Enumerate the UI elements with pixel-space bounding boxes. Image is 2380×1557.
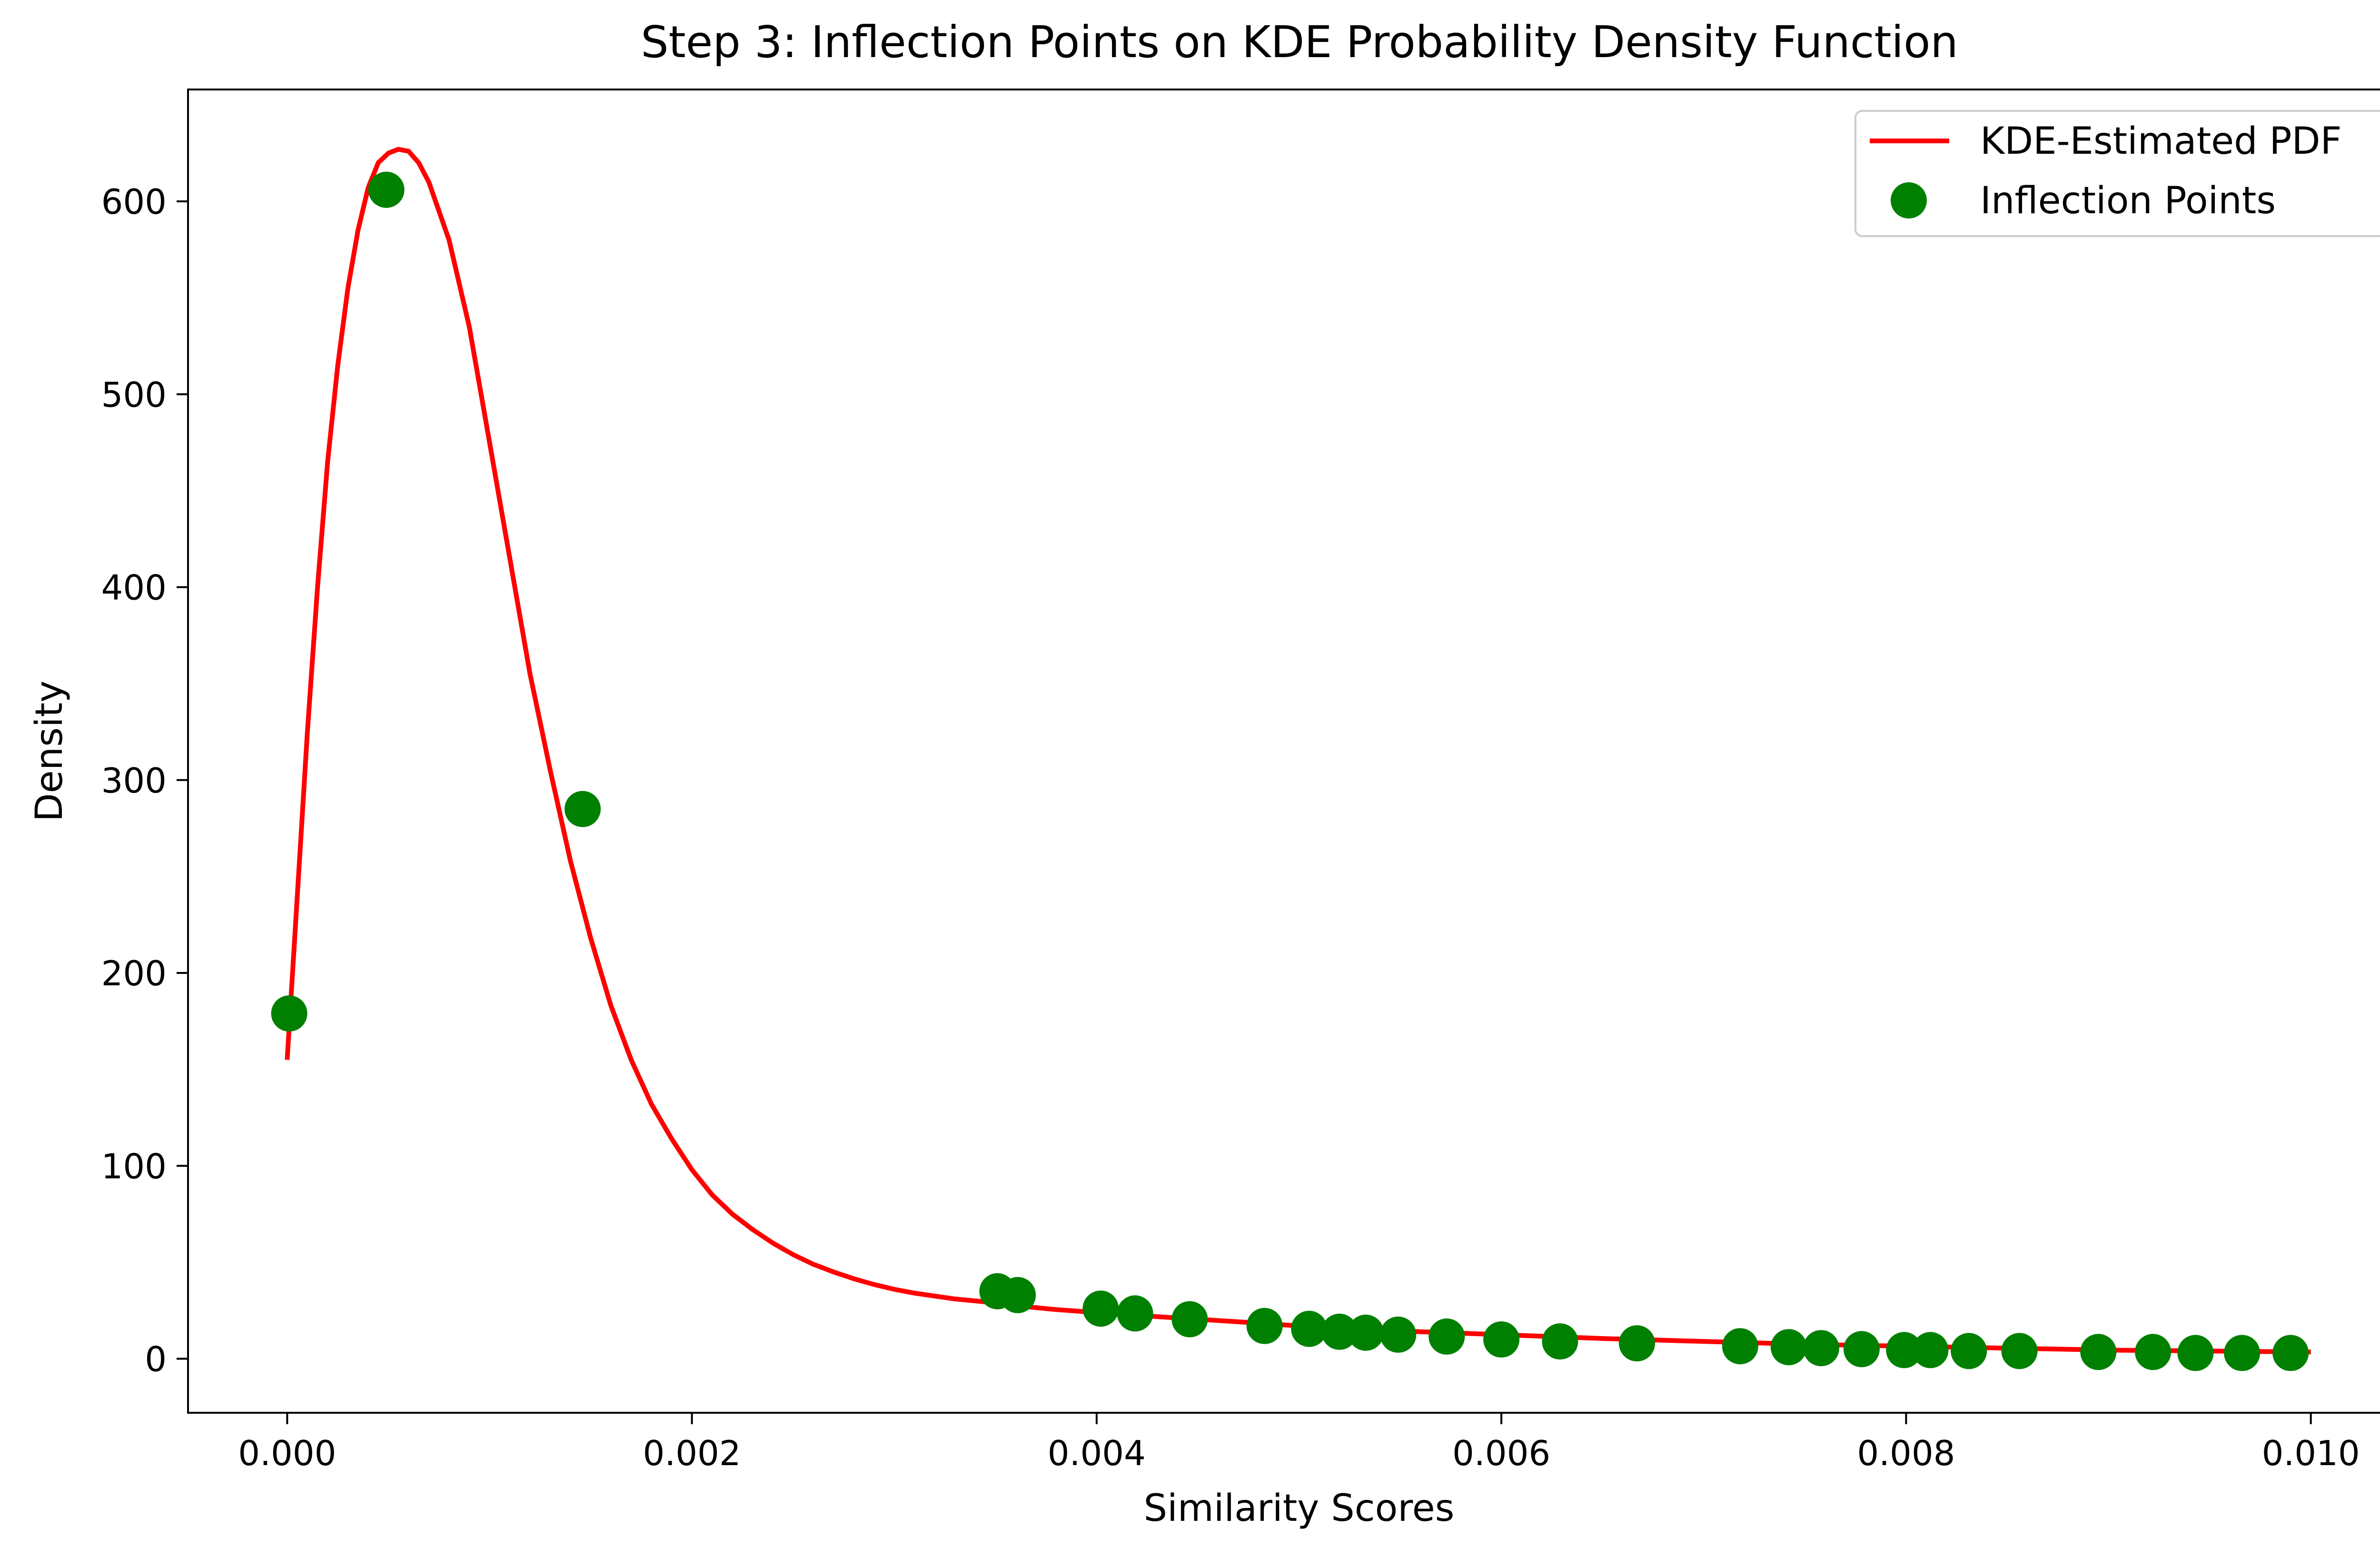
chart-title: Step 3: Inflection Points on KDE Probabi…	[641, 17, 1958, 68]
inflection-point	[1619, 1325, 1655, 1362]
y-tick-label: 200	[101, 953, 167, 993]
inflection-point	[1291, 1310, 1328, 1347]
x-tick-label: 0.004	[1048, 1433, 1146, 1473]
y-tick-label: 500	[101, 375, 167, 415]
inflection-point	[2177, 1335, 2214, 1371]
inflection-point	[1843, 1331, 1880, 1368]
y-axis-label: Density	[28, 681, 71, 822]
inflection-point	[1246, 1308, 1283, 1344]
x-tick-label: 0.008	[1857, 1433, 1955, 1473]
plot-series	[271, 147, 2311, 1371]
axis-ticks: 0.000 0.002 0.004 0.006 0.008 0.010 0 100 200 300…	[101, 182, 2360, 1473]
inflection-point	[271, 995, 307, 1032]
inflection-point	[1082, 1290, 1119, 1327]
y-tick-label: 100	[101, 1146, 167, 1186]
inflection-point	[1951, 1333, 1987, 1369]
inflection-point	[1321, 1313, 1358, 1350]
y-tick-label: 300	[101, 761, 167, 801]
inflection-point	[1171, 1301, 1208, 1338]
inflection-point	[1483, 1321, 1520, 1358]
inflection-point	[2224, 1335, 2261, 1371]
inflection-point	[2272, 1335, 2309, 1371]
inflection-point	[1722, 1328, 1758, 1365]
y-tick-label: 400	[101, 568, 167, 608]
inflection-point	[1000, 1277, 1036, 1313]
inflection-point	[1542, 1323, 1578, 1360]
inflection-point	[2001, 1333, 2038, 1369]
inflection-point	[1428, 1318, 1465, 1355]
inflection-point	[1803, 1330, 1839, 1367]
inflection-point	[1380, 1316, 1417, 1353]
inflection-point	[2135, 1334, 2172, 1370]
y-tick-label: 0	[145, 1339, 167, 1379]
inflection-point	[1348, 1314, 1384, 1351]
x-tick-label: 0.002	[643, 1433, 741, 1473]
x-tick-label: 0.006	[1452, 1433, 1550, 1473]
legend-marker-swatch	[1891, 182, 1927, 218]
legend-label-inflection-points: Inflection Points	[1980, 179, 2276, 222]
inflection-point	[368, 171, 405, 208]
x-tick-label: 0.010	[2262, 1433, 2360, 1473]
plot-area-frame	[187, 89, 2380, 1414]
inflection-point	[1770, 1329, 1807, 1366]
inflection-point	[1117, 1295, 1153, 1332]
legend-frame	[1854, 110, 2380, 237]
y-tick-label: 600	[101, 182, 167, 222]
inflection-point	[1912, 1332, 1949, 1369]
legend: KDE-Estimated PDF Inflection Points	[1854, 110, 2380, 237]
x-tick-label: 0.000	[238, 1433, 336, 1473]
legend-label-kde-estimated-pdf: KDE-Estimated PDF	[1980, 120, 2341, 163]
x-axis-label: Similarity Scores	[1144, 1487, 1455, 1530]
inflection-point	[565, 791, 601, 827]
inflection-point	[1886, 1332, 1923, 1369]
inflection-point	[2080, 1334, 2117, 1370]
